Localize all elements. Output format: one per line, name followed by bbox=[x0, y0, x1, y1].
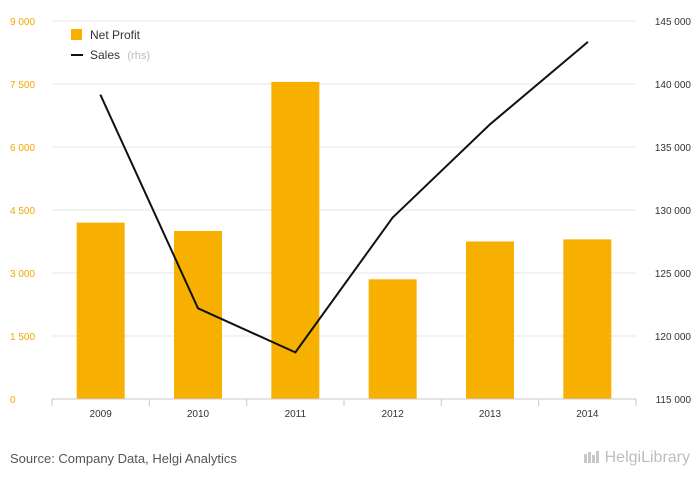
left-tick-label: 7 500 bbox=[10, 80, 35, 91]
x-tick-label: 2012 bbox=[382, 409, 405, 420]
x-tick-label: 2014 bbox=[576, 409, 599, 420]
x-axis: 2009 2010 2011 2012 2013 2014 bbox=[51, 398, 637, 420]
bar-net-profit bbox=[368, 279, 417, 399]
grid bbox=[52, 20, 636, 337]
right-tick-label: 125 000 bbox=[655, 269, 692, 280]
point-sales bbox=[99, 94, 102, 97]
x-tick-label: 2013 bbox=[479, 409, 502, 420]
legend-label-net-profit: Net Profit bbox=[90, 28, 141, 42]
source-note: Source: Company Data, Helgi Analytics bbox=[10, 451, 237, 466]
right-axis: 115 000 120 000 125 000 130 000 135 000 140 0… bbox=[655, 17, 692, 406]
right-tick-label: 120 000 bbox=[655, 332, 692, 343]
right-tick-label: 145 000 bbox=[655, 17, 692, 28]
left-tick-label: 6 000 bbox=[10, 143, 35, 154]
line-sales bbox=[99, 41, 588, 354]
legend-label-sales: Sales (rhs) bbox=[90, 48, 150, 62]
left-tick-label: 1 500 bbox=[10, 332, 35, 343]
left-tick-label: 9 000 bbox=[10, 17, 35, 28]
bar-net-profit bbox=[76, 222, 125, 399]
right-tick-label: 135 000 bbox=[655, 143, 692, 154]
left-tick-label: 0 bbox=[10, 395, 16, 406]
right-tick-label: 130 000 bbox=[655, 206, 692, 217]
x-tick-label: 2010 bbox=[187, 409, 210, 420]
point-sales bbox=[391, 216, 394, 219]
left-tick-label: 4 500 bbox=[10, 206, 35, 217]
point-sales bbox=[489, 123, 491, 126]
bar-net-profit bbox=[466, 241, 514, 399]
x-tick-label: 2011 bbox=[285, 409, 307, 420]
helgi-library-logo: HelgiLibrary bbox=[583, 449, 690, 467]
left-tick-label: 3 000 bbox=[10, 269, 35, 280]
legend: Net Profit Sales (rhs) bbox=[71, 28, 150, 62]
point-sales bbox=[197, 307, 199, 310]
right-tick-label: 115 000 bbox=[656, 395, 692, 406]
bar-net-profit bbox=[563, 239, 612, 399]
legend-label-sales-sub: (rhs) bbox=[127, 50, 150, 62]
legend-label-sales-name: Sales bbox=[90, 48, 120, 62]
point-sales bbox=[294, 351, 297, 354]
point-sales bbox=[586, 41, 589, 44]
x-tick-label: 2009 bbox=[90, 409, 113, 420]
right-tick-label: 140 000 bbox=[655, 80, 692, 91]
legend-swatch-net-profit bbox=[71, 29, 82, 40]
library-icon bbox=[583, 451, 599, 463]
left-axis: 0 1 500 3 000 4 500 6 000 7 500 9 000 bbox=[10, 17, 35, 406]
sales-line bbox=[99, 41, 589, 354]
net-profit-bars bbox=[76, 81, 612, 400]
logo-text: HelgiLibrary bbox=[604, 449, 690, 466]
